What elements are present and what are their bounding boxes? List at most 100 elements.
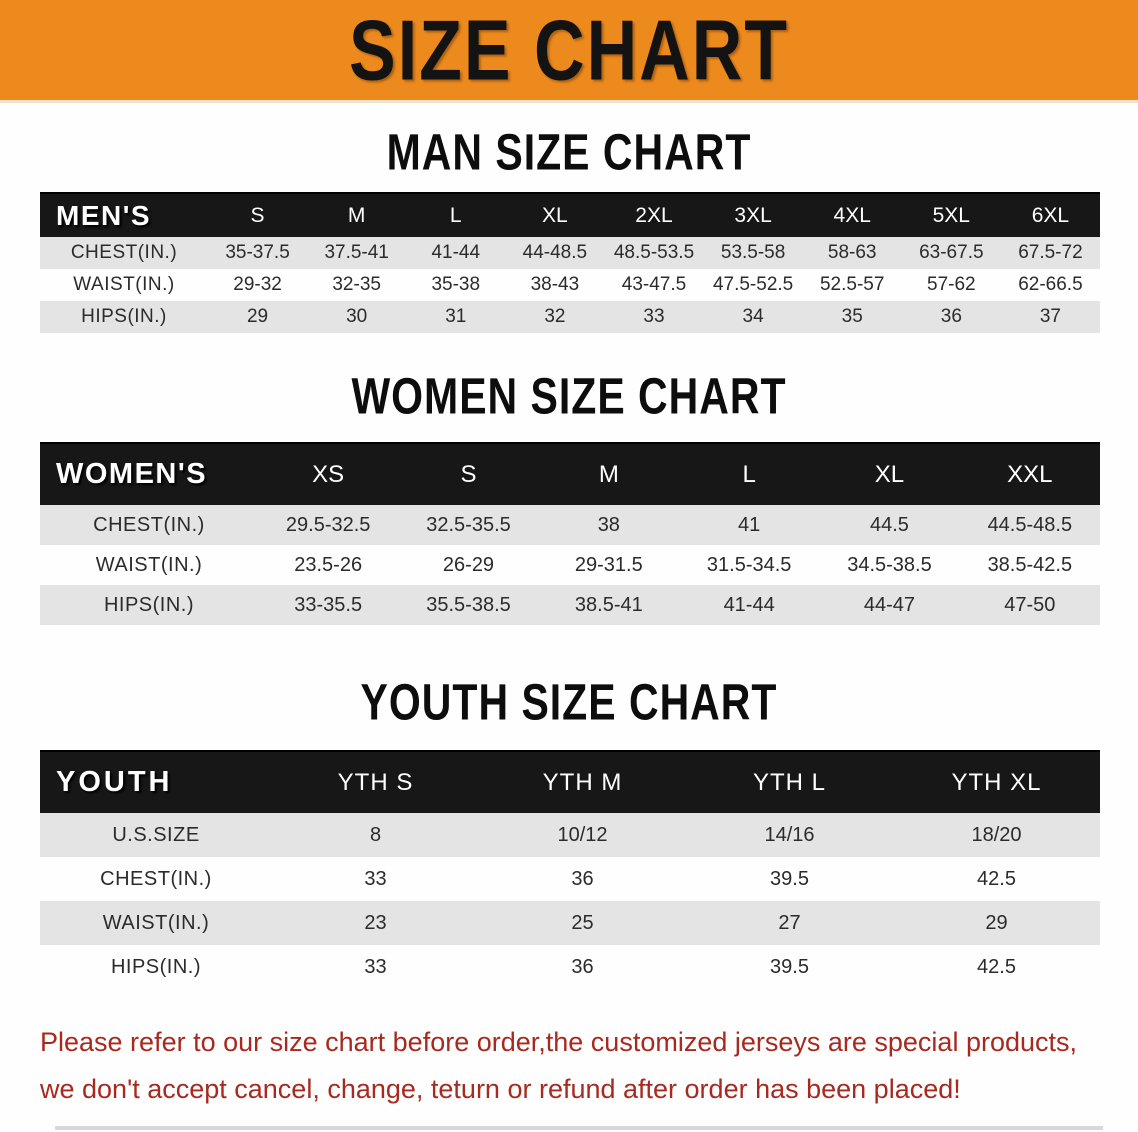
order-policy-note: Please refer to our size chart before or… [40, 1019, 1138, 1112]
table-cell: 41 [738, 513, 761, 536]
row-label: WAIST(IN.) [102, 911, 210, 934]
table-cell: 36 [571, 867, 594, 890]
column-header: M [307, 192, 407, 238]
table-row: CHEST(IN.) 33 36 39.5 42.5 [40, 857, 1100, 902]
column-header: L [406, 192, 506, 238]
table-row: U.S.SIZE 8 10/12 14/16 18/20 [40, 813, 1100, 858]
table-row: CHEST(IN.) 35-37.5 37.5-41 41-44 44-48.5… [40, 237, 1100, 270]
table-cell: 63-67.5 [919, 242, 984, 264]
table-cell: 38-43 [530, 274, 580, 296]
men-size-table: MEN'S S M L XL 2XL 3XL 4XL 5XL 6XL CHEST… [40, 192, 1100, 334]
youth-size-table: YOUTH YTH S YTH M YTH L YTH XL U.S.SIZE … [40, 750, 1100, 990]
table-cell: 10/12 [557, 823, 608, 846]
table-cell: 29 [985, 911, 1008, 934]
youth-heading-text: YOUTH SIZE CHART [360, 673, 778, 731]
row-label: HIPS(IN.) [110, 955, 202, 978]
column-header: 6XL [1000, 192, 1100, 238]
table-cell: 33 [364, 867, 387, 890]
column-header: 4XL [802, 192, 902, 238]
table-cell: 53.5-58 [720, 242, 786, 264]
row-label: HIPS(IN.) [103, 593, 195, 616]
table-cell: 29 [246, 306, 269, 328]
table-cell: 26-29 [442, 553, 495, 576]
women-header-row: WOMEN'S XS S M L XL XXL [40, 442, 1100, 506]
men-header-row: MEN'S S M L XL 2XL 3XL 4XL 5XL 6XL [40, 192, 1100, 238]
table-cell: 34 [742, 306, 764, 328]
column-header: 3XL [703, 192, 803, 238]
table-cell: 37.5-41 [324, 242, 389, 264]
men-size-table-wrap: MEN'S S M L XL 2XL 3XL 4XL 5XL 6XL CHEST… [40, 192, 1100, 334]
table-cell: 67.5-72 [1018, 242, 1083, 264]
column-header: XL [505, 192, 605, 238]
table-cell: 39.5 [770, 867, 809, 890]
table-cell: 23.5-26 [294, 553, 363, 576]
row-label: HIPS(IN.) [81, 306, 167, 328]
table-cell: 33 [643, 306, 665, 328]
women-size-table-wrap: WOMEN'S XS S M L XL XXL CHEST(IN.) 29.5-… [40, 442, 1100, 626]
row-label: U.S.SIZE [112, 823, 200, 846]
table-cell: 27 [778, 911, 801, 934]
row-label: CHEST(IN.) [93, 513, 205, 536]
table-cell: 38.5-41 [574, 593, 643, 616]
table-cell: 35 [841, 306, 863, 328]
table-cell: 41-44 [431, 242, 481, 264]
women-section-heading: WOMEN SIZE CHART [0, 367, 1138, 425]
table-cell: 18/20 [971, 823, 1022, 846]
table-cell: 39.5 [770, 955, 809, 978]
size-chart-banner: SIZE CHART [0, 0, 1138, 103]
table-cell: 42.5 [977, 955, 1016, 978]
table-row: HIPS(IN.) 33-35.5 35.5-38.5 38.5-41 41-4… [40, 585, 1100, 626]
table-cell: 36 [940, 306, 962, 328]
column-header: YTH M [479, 750, 686, 814]
table-cell: 57-62 [927, 274, 976, 296]
table-cell: 8 [369, 823, 382, 846]
column-header: XXL [959, 442, 1100, 506]
table-cell: 35-38 [431, 274, 481, 296]
men-heading-text: MAN SIZE CHART [386, 123, 752, 181]
table-cell: 31 [445, 306, 467, 328]
table-row: CHEST(IN.) 29.5-32.5 32.5-35.5 38 41 44.… [40, 505, 1100, 546]
column-header: XL [819, 442, 960, 506]
column-header: 5XL [901, 192, 1001, 238]
column-header: M [538, 442, 679, 506]
column-header: S [398, 442, 539, 506]
table-cell: 25 [571, 911, 594, 934]
table-cell: 44-47 [863, 593, 916, 616]
table-cell: 32 [544, 306, 566, 328]
column-header: L [678, 442, 820, 506]
table-cell: 33 [364, 955, 387, 978]
table-cell: 62-66.5 [1018, 274, 1083, 296]
youth-section-heading: YOUTH SIZE CHART [0, 673, 1138, 731]
women-size-table: WOMEN'S XS S M L XL XXL CHEST(IN.) 29.5-… [40, 442, 1100, 626]
table-cell: 52.5-57 [819, 274, 885, 296]
table-cell: 14/16 [764, 823, 815, 846]
table-cell: 48.5-53.5 [613, 242, 695, 264]
women-heading-text: WOMEN SIZE CHART [351, 367, 787, 425]
table-row: WAIST(IN.) 23.5-26 26-29 29-31.5 31.5-34… [40, 545, 1100, 586]
table-row: WAIST(IN.) 29-32 32-35 35-38 38-43 43-47… [40, 269, 1100, 302]
youth-size-table-wrap: YOUTH YTH S YTH M YTH L YTH XL U.S.SIZE … [40, 750, 1100, 990]
table-cell: 44.5 [870, 513, 909, 536]
youth-header-row: YOUTH YTH S YTH M YTH L YTH XL [40, 750, 1100, 814]
table-cell: 38 [597, 513, 620, 536]
table-cell: 43-47.5 [621, 274, 687, 296]
row-label: CHEST(IN.) [100, 867, 212, 890]
table-cell: 23 [364, 911, 387, 934]
table-cell: 32-35 [332, 274, 381, 296]
table-cell: 58-63 [827, 242, 877, 264]
table-cell: 34.5-38.5 [847, 553, 932, 576]
row-label: WAIST(IN.) [73, 274, 175, 296]
table-cell: 38.5-42.5 [987, 553, 1073, 576]
table-cell: 29.5-32.5 [285, 513, 371, 536]
row-label: CHEST(IN.) [70, 242, 178, 264]
column-header: YTH L [686, 750, 893, 814]
table-row: HIPS(IN.) 33 36 39.5 42.5 [40, 945, 1100, 990]
men-group-label: MEN'S [40, 192, 208, 238]
column-header: YTH XL [893, 750, 1100, 814]
table-cell: 33-35.5 [294, 593, 363, 616]
table-row: HIPS(IN.) 29 30 31 32 33 34 35 36 37 [40, 301, 1100, 334]
women-group-label: WOMEN'S [40, 442, 258, 506]
table-cell: 32.5-35.5 [426, 513, 511, 536]
column-header: S [208, 192, 308, 238]
